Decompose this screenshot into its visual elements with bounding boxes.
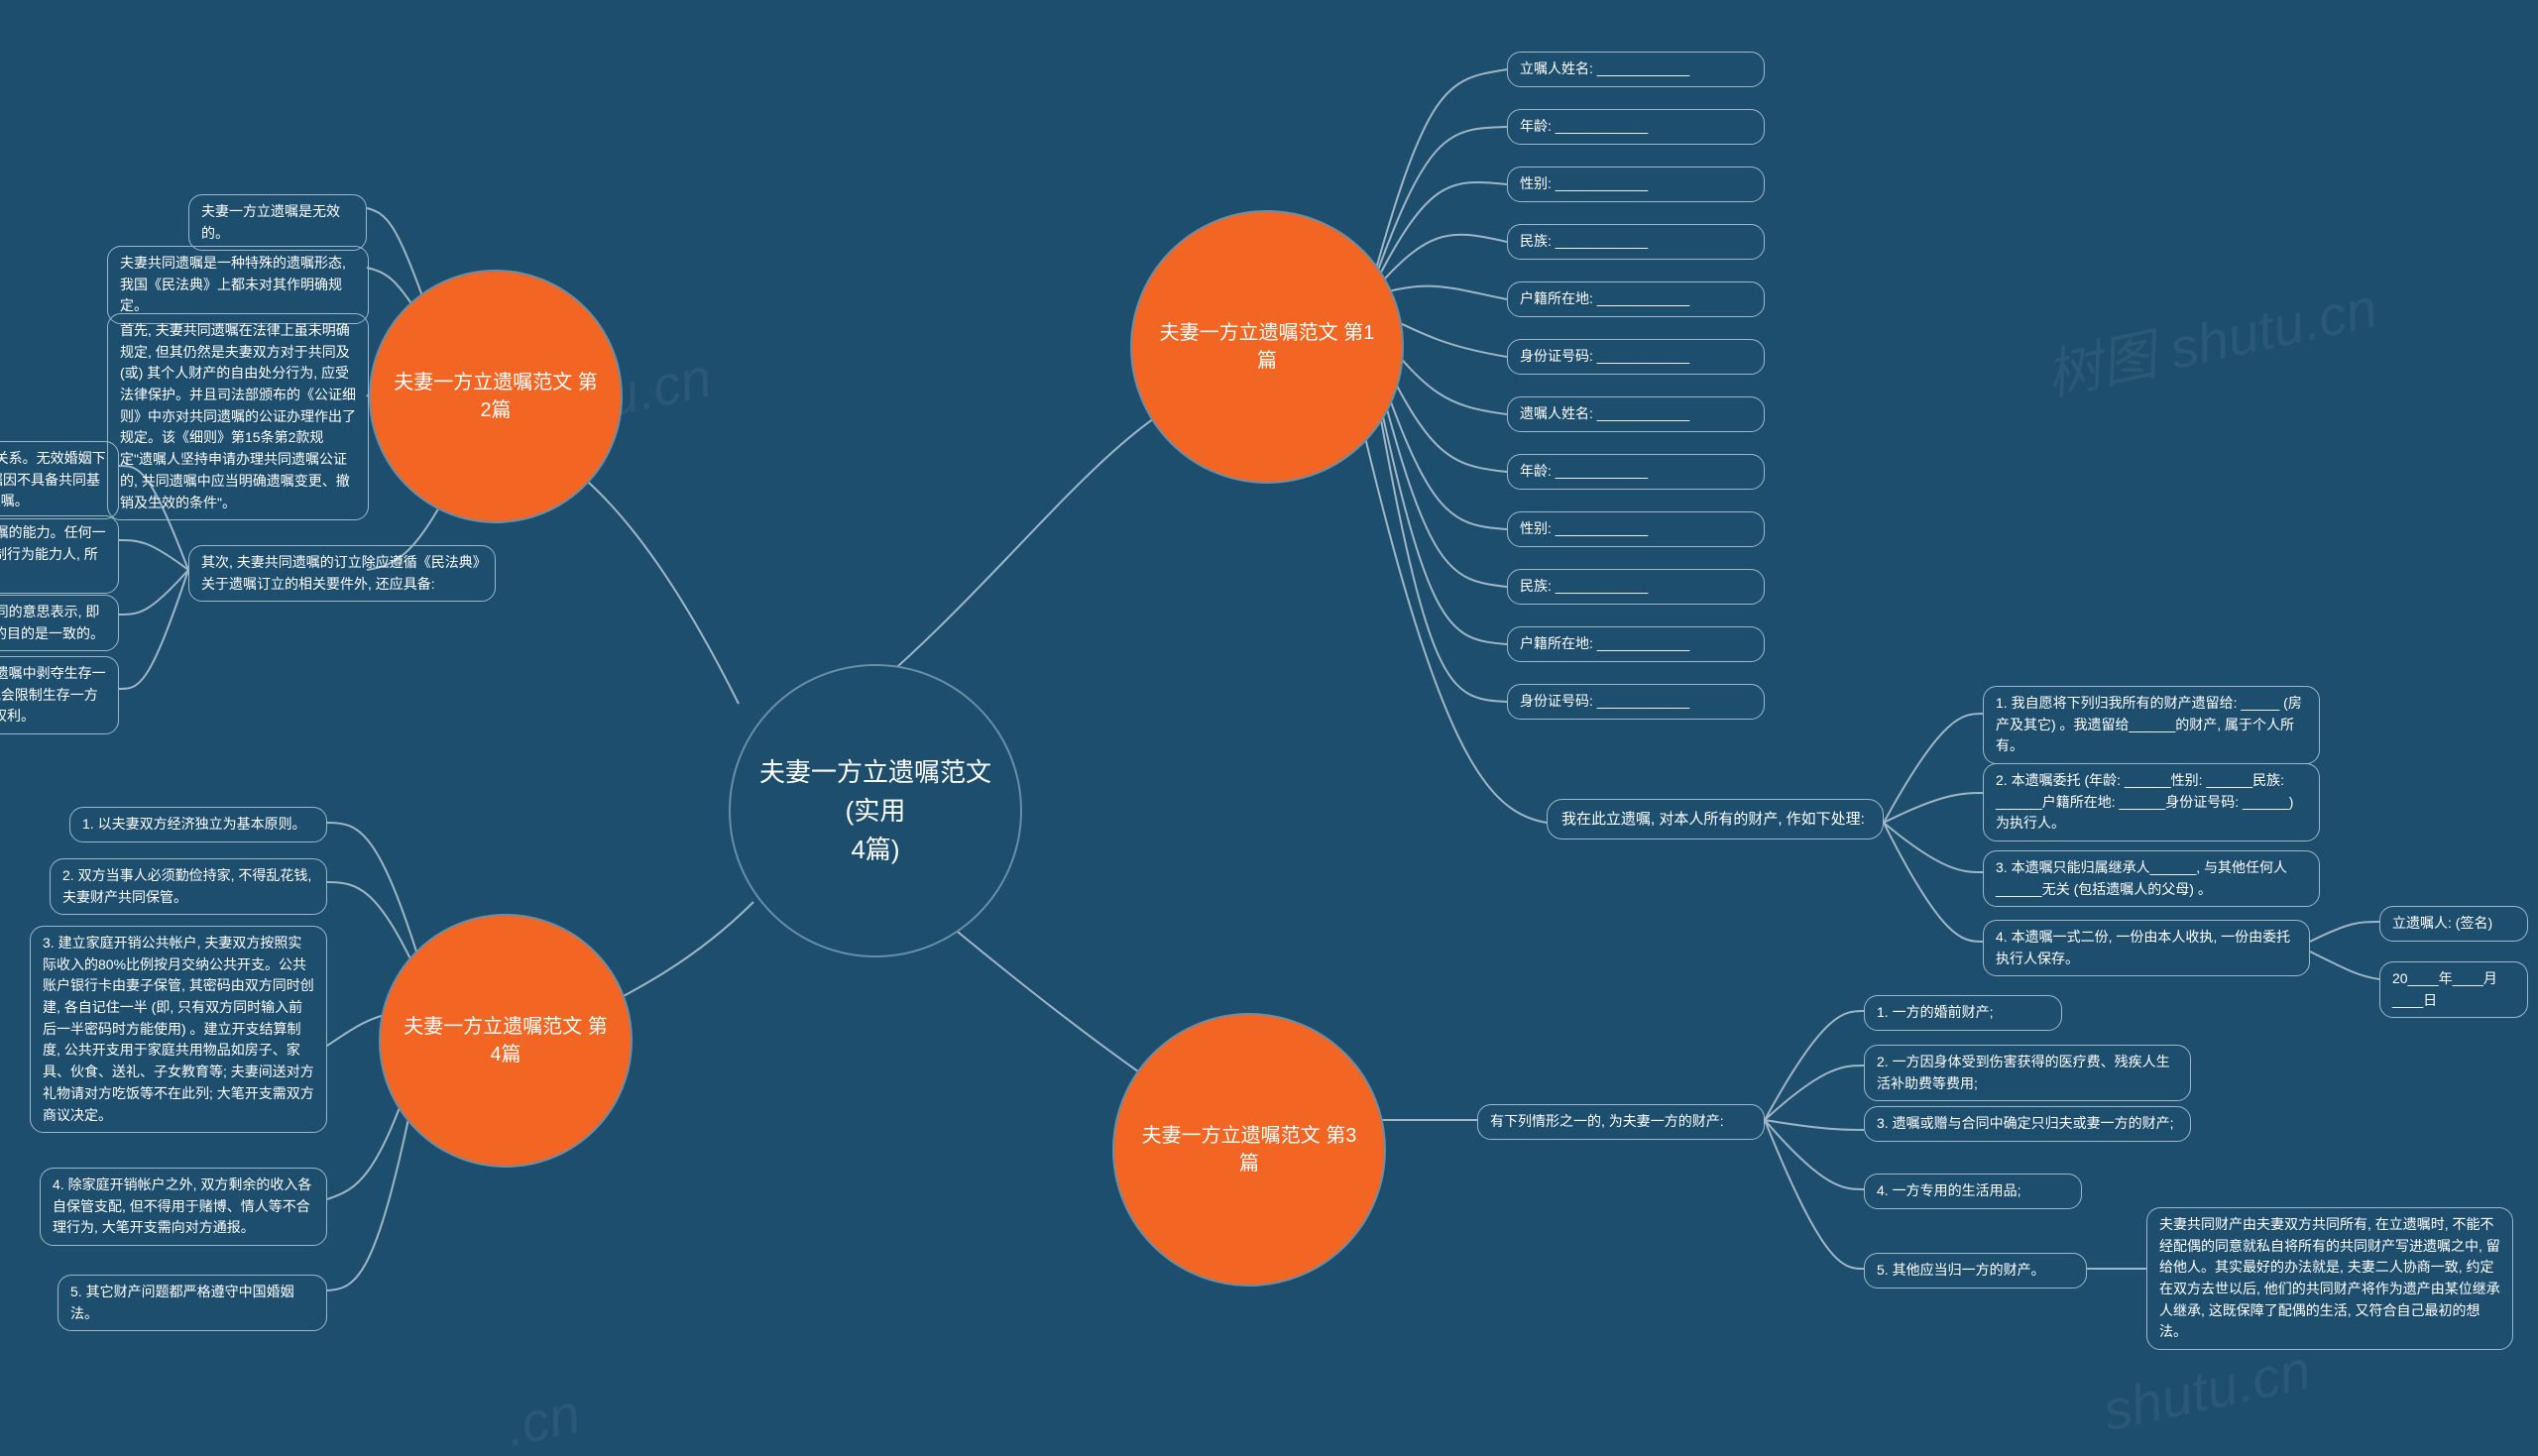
leaf: 立遗嘱人: (签名) <box>2379 906 2528 942</box>
leaf: 4. 夫妻双方不能在共同遗嘱中剥夺生存一方的遗嘱撤销权, 否则就会限制生存一方自… <box>0 656 119 734</box>
branch-4-label: 夫妻一方立遗嘱范文 第4篇 <box>401 1013 611 1068</box>
leaf: 身份证号码: ____________ <box>1507 684 1765 720</box>
branch-2-label: 夫妻一方立遗嘱范文 第2篇 <box>391 369 601 424</box>
leaf: 2. 本遗嘱委托 (年龄: ______性别: ______民族: ______… <box>1983 763 2320 841</box>
leaf: 5. 其他应当归一方的财产。 <box>1864 1253 2087 1288</box>
leaf: 户籍所在地: ____________ <box>1507 281 1765 317</box>
branch-node-3: 夫妻一方立遗嘱范文 第3篇 <box>1112 1013 1386 1287</box>
leaf: 3. 本遗嘱只能归属继承人______, 与其他任何人______无关 (包括遗… <box>1983 850 2320 907</box>
leaf: 1. 一方的婚前财产; <box>1864 995 2062 1031</box>
leaf: 年龄: ____________ <box>1507 109 1765 145</box>
leaf: 3. 遗嘱或赠与合同中确定只归夫或妻一方的财产; <box>1864 1106 2191 1142</box>
leaf: 20____年____月____日 <box>2379 961 2528 1018</box>
branch-3-label: 夫妻一方立遗嘱范文 第3篇 <box>1134 1122 1364 1177</box>
leaf: 4. 一方专用的生活用品; <box>1864 1174 2082 1209</box>
leaf: 3. 建立家庭开销公共帐户, 夫妻双方按照实际收入的80%比例按月交纳公共开支。… <box>30 926 327 1133</box>
leaf: 夫妻共同财产由夫妻双方共同所有, 在立遗嘱时, 不能不经配偶的同意就私自将所有的… <box>2146 1207 2513 1350</box>
leaf: 性别: ____________ <box>1507 167 1765 202</box>
leaf: 户籍所在地: ____________ <box>1507 626 1765 662</box>
leaf: 立嘱人姓名: ____________ <box>1507 52 1765 87</box>
leaf: 首先, 夫妻共同遗嘱在法律上虽未明确规定, 但其仍然是夫妻双方对于共同及 (或)… <box>107 313 369 520</box>
leaf-declaration: 我在此立遗嘱, 对本人所有的财产, 作如下处理: <box>1547 799 1884 840</box>
leaf: 1. 我自愿将下列归我所有的财产遗留给: _____ (房产及其它) 。我遗留给… <box>1983 686 2320 764</box>
leaf: 身份证号码: ____________ <box>1507 339 1765 375</box>
leaf: 民族: ____________ <box>1507 224 1765 260</box>
leaf: 2. 夫妻双方都具备立遗嘱的能力。任何一方是无行为能力人或限制行为能力人, 所立… <box>0 515 119 594</box>
branch-1-label: 夫妻一方立遗嘱范文 第1篇 <box>1152 319 1382 375</box>
leaf: 1. 双方存在合法的夫妻关系。无效婚姻下的"夫妻"设立的共同遗嘱因不具备共同基础… <box>0 441 119 519</box>
leaf: 5. 其它财产问题都严格遵守中国婚姻法。 <box>58 1275 327 1331</box>
leaf: 2. 一方因身体受到伤害获得的医疗费、残疾人生活补助费等费用; <box>1864 1045 2191 1101</box>
leaf: 民族: ____________ <box>1507 569 1765 605</box>
watermark: shutu.cn <box>2098 1337 2317 1444</box>
leaf: 夫妻一方立遗嘱是无效的。 <box>188 194 367 251</box>
branch-node-1: 夫妻一方立遗嘱范文 第1篇 <box>1130 210 1404 484</box>
watermark: .cn <box>500 1381 586 1456</box>
leaf: 4. 除家庭开销帐户之外, 双方剩余的收入各自保管支配, 但不得用于赌博、情人等… <box>40 1168 327 1246</box>
leaf: 4. 本遗嘱一式二份, 一份由本人收执, 一份由委托执行人保存。 <box>1983 920 2310 976</box>
center-node: 夫妻一方立遗嘱范文(实用 4篇) <box>729 664 1022 957</box>
leaf-sub: 有下列情形之一的, 为夫妻一方的财产: <box>1477 1104 1765 1140</box>
leaf: 1. 以夫妻双方经济独立为基本原则。 <box>69 807 327 842</box>
branch-node-2: 夫妻一方立遗嘱范文 第2篇 <box>369 270 623 523</box>
branch-node-4: 夫妻一方立遗嘱范文 第4篇 <box>379 914 633 1168</box>
leaf: 遗嘱人姓名: ____________ <box>1507 396 1765 432</box>
leaf-sub: 其次, 夫妻共同遗嘱的订立除应遵循《民法典》关于遗嘱订立的相关要件外, 还应具备… <box>188 545 496 602</box>
leaf: 2. 双方当事人必须勤俭持家, 不得乱花钱, 夫妻财产共同保管。 <box>50 858 327 915</box>
watermark: 树图 shutu.cn <box>2037 264 2383 412</box>
leaf: 3. 夫妻双方必须具有共同的意思表示, 即夫妻二人设立该份遗嘱的目的是一致的。 <box>0 595 119 651</box>
center-label: 夫妻一方立遗嘱范文(实用 4篇) <box>750 753 1000 869</box>
leaf: 年龄: ____________ <box>1507 454 1765 490</box>
leaf: 性别: ____________ <box>1507 511 1765 547</box>
